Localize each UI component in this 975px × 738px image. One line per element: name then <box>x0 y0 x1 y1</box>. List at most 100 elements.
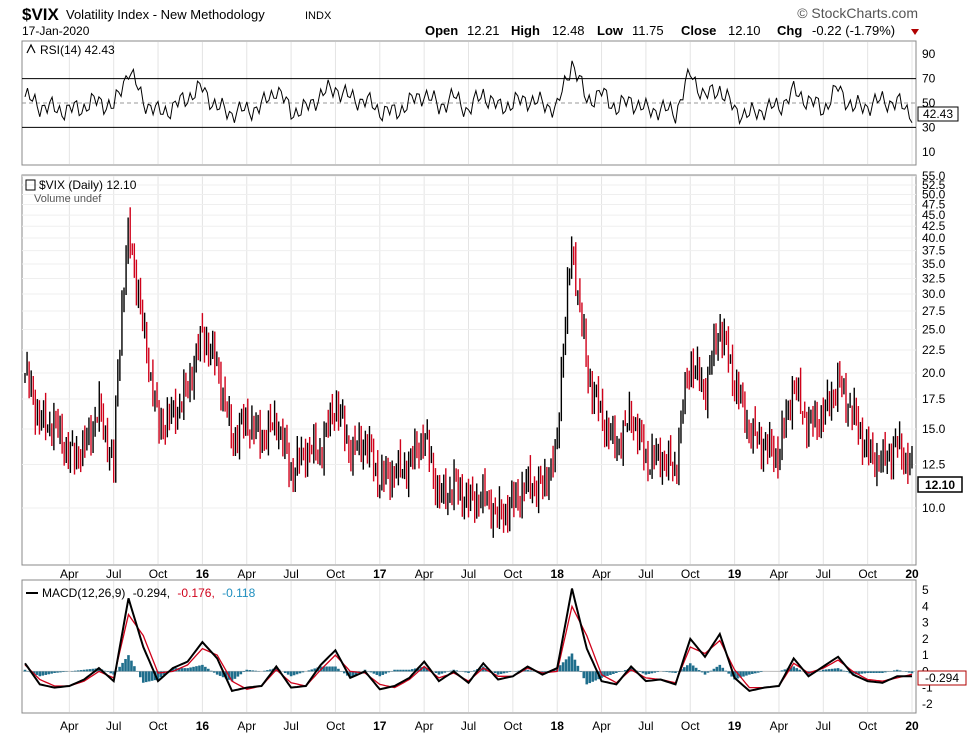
x-tick-label: Oct <box>149 719 168 733</box>
x-tick-label: Jul <box>461 719 476 733</box>
svg-text:42.43: 42.43 <box>923 107 953 121</box>
low-value: 11.75 <box>632 23 664 38</box>
open-value: 12.21 <box>467 23 500 38</box>
open-label: Open <box>425 23 458 38</box>
macd-plot <box>22 588 916 693</box>
x-tick-label: Oct <box>858 567 877 581</box>
high-label: High <box>511 23 540 38</box>
x-tick-label: Apr <box>592 567 611 581</box>
price-panel-frame <box>21 174 917 566</box>
x-tick-label: 20 <box>905 719 919 733</box>
macd-value-tag: -0.294 <box>917 670 967 686</box>
down-triangle-icon <box>911 29 919 35</box>
chg-label: Chg <box>777 23 802 38</box>
price-tick-label: 52.5 <box>922 178 946 192</box>
x-tick-label: Oct <box>504 567 523 581</box>
x-tick-label: Apr <box>60 719 79 733</box>
rsi-line <box>24 60 913 126</box>
x-tick-label: Apr <box>592 719 611 733</box>
close-label: Close <box>681 23 716 38</box>
x-tick-label: 18 <box>551 719 565 733</box>
x-tick-label: Apr <box>237 567 256 581</box>
price-tick-label: 12.5 <box>922 458 946 472</box>
price-tick-label: 47.5 <box>922 198 946 212</box>
price-tick-label: 40.0 <box>922 231 946 245</box>
price-tick-label: 35.0 <box>922 257 946 271</box>
x-tick-label: Oct <box>681 719 700 733</box>
x-tick-label: Apr <box>60 567 79 581</box>
x-tick-label: Apr <box>237 719 256 733</box>
signal-legend-value: -0.176, <box>177 586 214 600</box>
x-tick-label: Oct <box>326 719 345 733</box>
price-legend: $VIX (Daily) 12.10 <box>39 178 137 192</box>
chg-value: -0.22 (-1.79%) <box>812 23 895 38</box>
x-tick-label: 19 <box>728 719 742 733</box>
macd-legend-prefix: MACD(12,26,9) <box>42 586 125 600</box>
x-tick-label: Jul <box>816 719 831 733</box>
price-tick-label: 20.0 <box>922 366 946 380</box>
price-tick-label: 32.5 <box>922 271 946 285</box>
volume-legend: Volume undef <box>34 193 102 205</box>
quote-date: 17-Jan-2020 <box>22 24 90 38</box>
high-value: 12.48 <box>552 23 585 38</box>
brand-label: © StockCharts.com <box>797 5 918 21</box>
price-value-tag: 12.10 <box>917 476 963 493</box>
macd-tick-label: -2 <box>922 697 933 711</box>
x-tick-label: 16 <box>196 567 210 581</box>
grid-lines <box>22 42 916 712</box>
x-tick-label: Jul <box>283 719 298 733</box>
price-tick-label: 22.5 <box>922 343 946 357</box>
x-tick-label: Jul <box>283 567 298 581</box>
price-tick-label: 50.0 <box>922 188 946 202</box>
rsi-tick-label: 90 <box>922 47 936 61</box>
x-tick-label: 17 <box>373 567 387 581</box>
price-tick-label: 27.5 <box>922 304 946 318</box>
x-tick-label: Apr <box>770 719 789 733</box>
svg-text:12.10: 12.10 <box>925 478 955 492</box>
rsi-tick-label: 70 <box>922 72 936 86</box>
price-tick-label: 37.5 <box>922 244 946 258</box>
hist-legend-value: -0.118 <box>222 586 255 600</box>
price-plot <box>24 207 913 538</box>
macd-tick-label: 3 <box>922 616 929 630</box>
rsi-legend-icon <box>26 43 36 54</box>
x-tick-label: Oct <box>858 719 877 733</box>
rsi-legend: RSI(14) 42.43 <box>40 43 115 57</box>
price-legend-icon <box>25 179 36 191</box>
rsi-plot <box>22 60 916 128</box>
macd-tick-label: 4 <box>922 599 929 613</box>
price-tick-label: 10.0 <box>922 501 946 515</box>
x-tick-label: Oct <box>504 719 523 733</box>
close-value: 12.10 <box>728 23 761 38</box>
x-tick-label: Apr <box>415 567 434 581</box>
x-tick-label: 19 <box>728 567 742 581</box>
macd-tick-label: -1 <box>922 681 933 695</box>
price-tick-label: 25.0 <box>922 323 946 337</box>
rsi-tick-label: 10 <box>922 145 936 159</box>
x-tick-label: Apr <box>770 567 789 581</box>
x-tick-label: Oct <box>149 567 168 581</box>
instrument-name: Volatility Index - New Methodology <box>66 7 265 22</box>
x-tick-label: 16 <box>196 719 210 733</box>
price-tick-label: 15.0 <box>922 422 946 436</box>
macd-tick-label: 1 <box>922 648 929 662</box>
price-tick-label: 55.0 <box>922 169 946 183</box>
x-tick-label: 20 <box>905 567 919 581</box>
axis-labels: Apr Apr Jul Jul Oct Oct 16 16 Apr Apr Jul Jul Oct Oct… <box>60 47 946 733</box>
exchange-label: INDX <box>305 10 332 22</box>
x-tick-label: Jul <box>638 567 653 581</box>
macd-tick-label: 2 <box>922 632 929 646</box>
svg-text:-0.294: -0.294 <box>925 671 959 685</box>
price-tick-label: 45.0 <box>922 208 946 222</box>
symbol-title: $VIX <box>22 5 60 24</box>
x-tick-label: Jul <box>106 719 121 733</box>
x-tick-label: Jul <box>461 567 476 581</box>
macd-panel-frame <box>21 579 917 714</box>
macd-legend: MACD(12,26,9) -0.294, -0.176, -0.118 <box>42 586 256 600</box>
macd-legend-value: -0.294, <box>133 586 170 600</box>
x-tick-label: Jul <box>106 567 121 581</box>
x-tick-label: Apr <box>415 719 434 733</box>
x-tick-label: Jul <box>638 719 653 733</box>
rsi-tick-label: 30 <box>922 120 936 134</box>
